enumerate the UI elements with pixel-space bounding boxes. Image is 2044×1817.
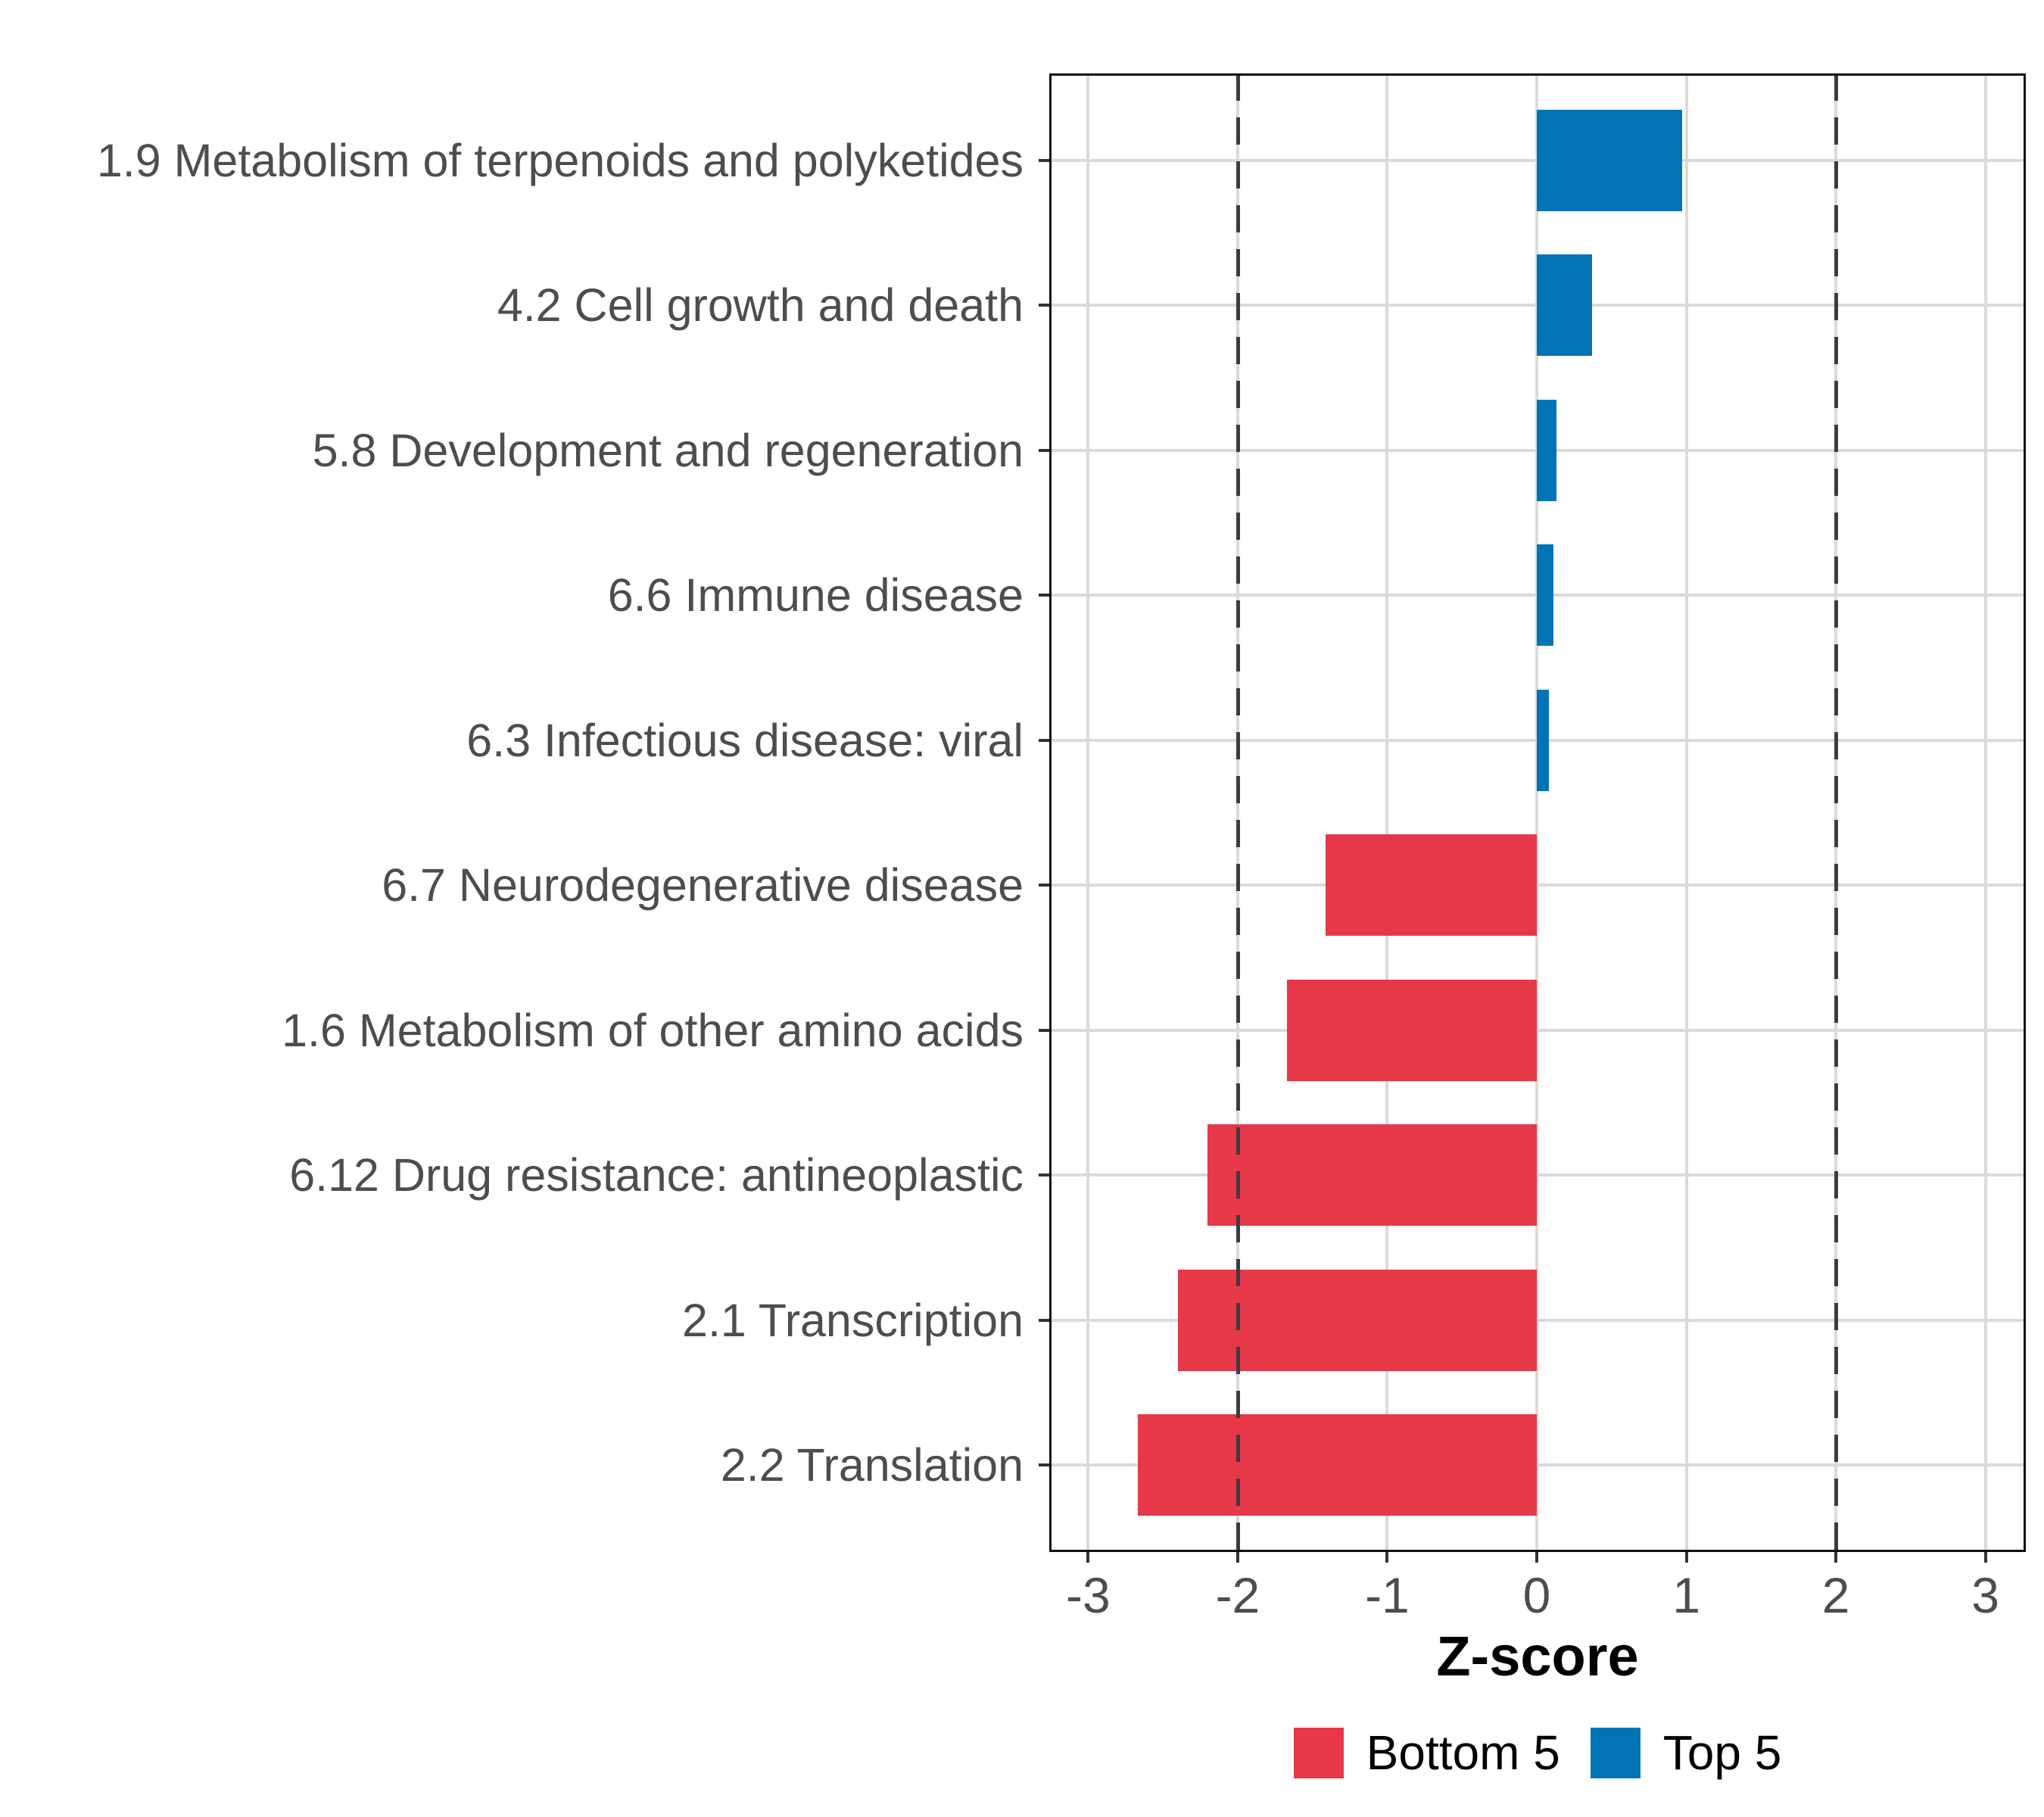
x-axis-tick [1834, 1552, 1838, 1563]
bar-bottom-5 [1287, 979, 1537, 1081]
y-axis-tick [1039, 304, 1049, 307]
bar-top-5 [1537, 544, 1553, 647]
y-axis-tick [1039, 448, 1049, 452]
y-axis-label: 5.8 Development and regeneration [312, 424, 1024, 476]
y-axis-tick [1039, 1318, 1049, 1322]
y-axis-label: 6.12 Drug resistance: antineoplastic [289, 1149, 1024, 1201]
legend-item-bottom-5: Bottom 5 [1293, 1725, 1560, 1780]
y-axis-tick [1039, 738, 1049, 742]
y-axis-label: 6.7 Neurodegenerative disease [382, 859, 1024, 912]
reference-line-dashed [1834, 73, 1839, 1552]
x-axis-tick-label: 0 [1522, 1567, 1551, 1623]
gridline-vertical [1535, 73, 1538, 1552]
y-axis-tick [1039, 1173, 1049, 1177]
bar-top-5 [1537, 399, 1556, 501]
y-axis-tick [1039, 1463, 1049, 1467]
legend: Bottom 5 Top 5 [1049, 1726, 2026, 1779]
gridline-vertical [1086, 73, 1090, 1552]
x-axis-tick-label: 2 [1821, 1567, 1850, 1623]
x-axis-tick [1235, 1552, 1239, 1563]
legend-swatch-top-5 [1590, 1727, 1640, 1778]
reference-line-dashed [1235, 73, 1240, 1552]
x-axis-tick [1983, 1552, 1987, 1563]
y-axis-label: 2.1 Transcription [682, 1294, 1024, 1346]
bar-bottom-5 [1326, 834, 1537, 937]
y-axis-tick [1039, 1028, 1049, 1032]
x-axis-tick [1385, 1552, 1389, 1563]
bar-top-5 [1537, 254, 1593, 357]
legend-item-top-5: Top 5 [1590, 1725, 1782, 1780]
x-axis-tick-label: -1 [1365, 1567, 1410, 1623]
gridline-vertical [1684, 73, 1688, 1552]
legend-swatch-bottom-5 [1293, 1727, 1344, 1778]
y-axis-label: 6.3 Infectious disease: viral [466, 714, 1024, 766]
x-axis-tick [1086, 1552, 1090, 1563]
y-axis-tick [1039, 884, 1049, 887]
x-axis-title: Z-score [1436, 1625, 1639, 1688]
x-axis-tick [1684, 1552, 1688, 1563]
gridline-vertical [1385, 73, 1389, 1552]
legend-label-top-5: Top 5 [1662, 1725, 1782, 1780]
y-axis-label: 1.9 Metabolism of terpenoids and polyket… [96, 134, 1024, 186]
y-axis-label: 6.6 Immune disease [607, 569, 1024, 622]
bar-top-5 [1537, 689, 1549, 791]
x-axis-tick-label: -2 [1215, 1567, 1260, 1623]
plot-panel-border [1049, 73, 2026, 1552]
bar-bottom-5 [1207, 1124, 1537, 1226]
y-axis-label: 1.6 Metabolism of other amino acids [282, 1004, 1024, 1056]
x-axis-tick-label: 1 [1672, 1567, 1700, 1623]
gridline-vertical [1983, 73, 1987, 1552]
legend-label-bottom-5: Bottom 5 [1366, 1725, 1560, 1780]
x-axis-tick-label: -3 [1066, 1567, 1111, 1623]
y-axis-tick [1039, 594, 1049, 597]
y-axis-tick [1039, 158, 1049, 162]
y-axis-label: 2.2 Translation [720, 1439, 1024, 1491]
bar-top-5 [1537, 109, 1682, 211]
x-axis-tick [1535, 1552, 1538, 1563]
x-axis-tick-label: 3 [1971, 1567, 2000, 1623]
bar-bottom-5 [1137, 1414, 1537, 1516]
y-axis-label: 4.2 Cell growth and death [497, 279, 1024, 332]
